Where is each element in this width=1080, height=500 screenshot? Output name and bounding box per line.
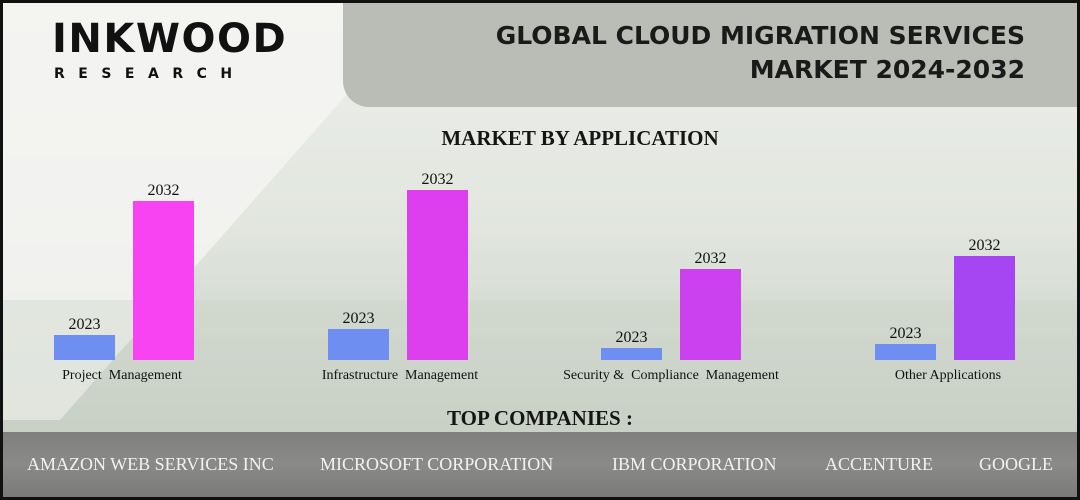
data-label-2023-3: 2023 <box>890 325 922 342</box>
data-label-2032-2: 2032 <box>695 250 727 267</box>
company-google: GOOGLE <box>979 454 1053 474</box>
data-label-2023-2: 2023 <box>616 329 648 346</box>
bar-2032-1 <box>407 190 468 360</box>
companies-heading: TOP COMPANIES : <box>447 406 633 430</box>
brand-logo: INKWOOD RESEARCH <box>52 14 287 82</box>
bar-2023-2 <box>601 348 662 360</box>
category-label-1: Infrastructure Management <box>322 368 478 383</box>
category-label-2: Security & Compliance Management <box>563 368 779 383</box>
bar-2032-3 <box>954 256 1015 360</box>
page-title: GLOBAL CLOUD MIGRATION SERVICES MARKET 2… <box>496 19 1025 87</box>
companies-strip: AMAZON WEB SERVICES INC MICROSOFT CORPOR… <box>3 432 1077 497</box>
company-microsoft: MICROSOFT CORPORATION <box>320 454 554 474</box>
bar-2023-3 <box>875 344 936 360</box>
data-label-2032-3: 2032 <box>969 237 1001 254</box>
data-label-2023-0: 2023 <box>69 316 101 333</box>
category-label-3: Other Applications <box>895 368 1001 383</box>
chart-title: MARKET BY APPLICATION <box>441 126 719 150</box>
bar-2023-1 <box>328 329 389 360</box>
title-line-1: GLOBAL CLOUD MIGRATION SERVICES <box>495 21 1025 50</box>
data-label-2032-1: 2032 <box>422 171 454 188</box>
title-panel: GLOBAL CLOUD MIGRATION SERVICES MARKET 2… <box>343 3 1077 107</box>
brand-name: INKWOOD <box>52 16 288 62</box>
data-label-2032-0: 2032 <box>148 182 180 199</box>
category-label-0: Project Management <box>62 368 182 383</box>
company-ibm: IBM CORPORATION <box>612 454 777 474</box>
data-label-2023-1: 2023 <box>343 310 375 327</box>
title-line-2: MARKET 2024-2032 <box>749 55 1025 84</box>
bar-2023-0 <box>54 335 115 360</box>
bar-2032-2 <box>680 269 741 360</box>
brand-tagline: RESEARCH <box>54 66 246 82</box>
company-accenture: ACCENTURE <box>825 454 933 474</box>
company-amazon: AMAZON WEB SERVICES INC <box>27 454 274 474</box>
bar-2032-0 <box>133 201 194 360</box>
